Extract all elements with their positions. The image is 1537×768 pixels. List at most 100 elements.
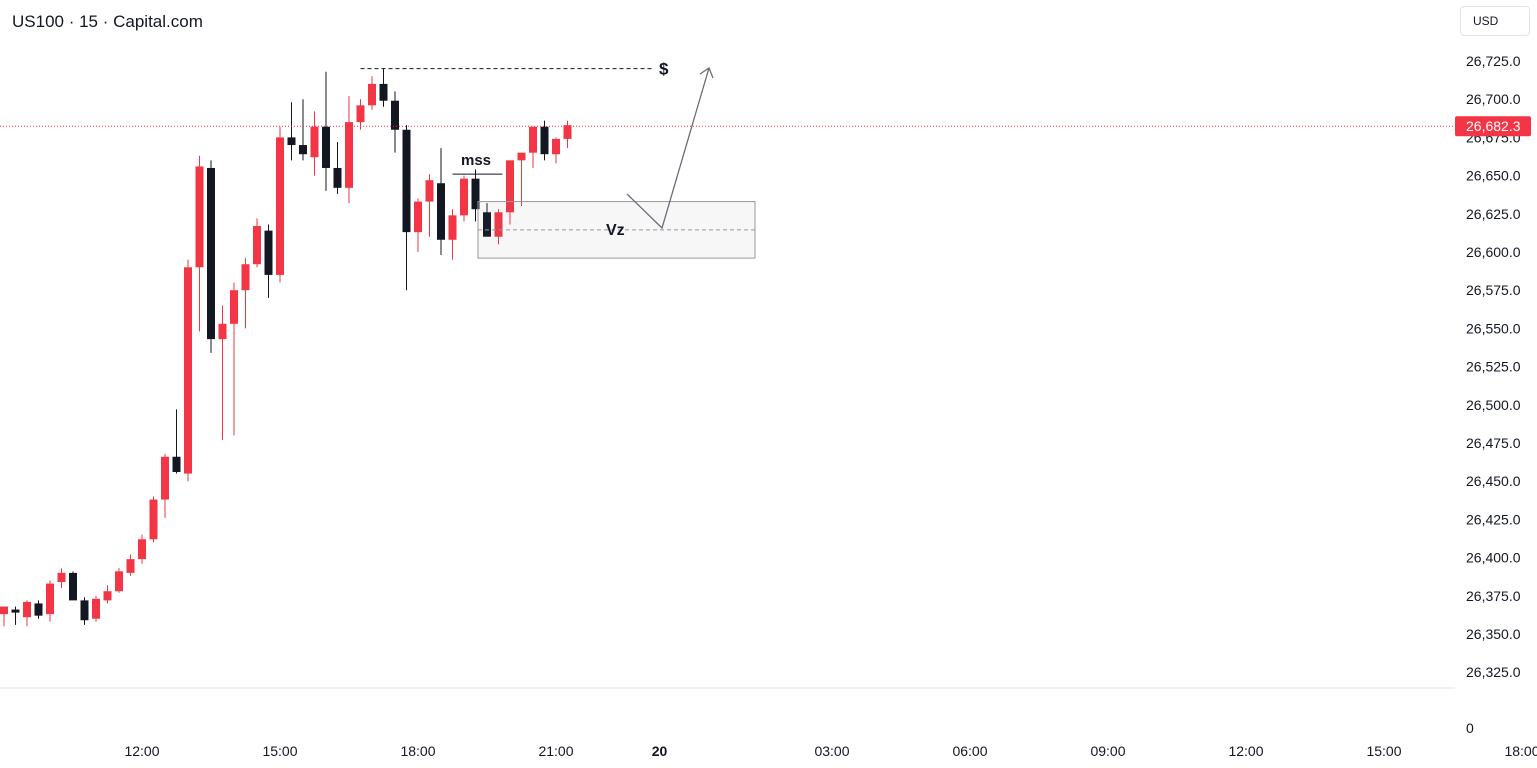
- price-tick-label: 26,475.0: [1466, 435, 1521, 451]
- candle: [402, 125, 411, 291]
- candle-body: [460, 178, 468, 216]
- candle: [414, 198, 422, 252]
- price-axis[interactable]: 26,725.026,700.026,675.026,650.026,625.0…: [1455, 53, 1531, 680]
- candle-body: [207, 167, 215, 340]
- candle-body: [161, 456, 169, 500]
- candle: [264, 224, 273, 298]
- time-tick-label: 06:00: [952, 743, 987, 759]
- candle: [218, 305, 227, 440]
- currency-button[interactable]: USD: [1460, 6, 1530, 36]
- candle-body: [184, 267, 192, 474]
- vz-zone: [477, 201, 756, 259]
- price-tick-label: 26,425.0: [1466, 511, 1521, 527]
- time-tick-label: 03:00: [814, 743, 849, 759]
- candle: [46, 580, 54, 622]
- candle-body: [23, 601, 31, 618]
- candle-body: [287, 137, 296, 146]
- price-tick-label: 26,375.0: [1466, 588, 1521, 604]
- candle: [241, 258, 250, 329]
- candle-body: [218, 323, 227, 340]
- last-price-badge-bg: [1455, 116, 1531, 137]
- candle: [310, 111, 319, 176]
- candle-body: [69, 572, 77, 601]
- candle: [379, 68, 388, 107]
- candle-body: [103, 591, 112, 601]
- candle-body: [368, 83, 376, 106]
- liquidity-label: $: [659, 60, 669, 79]
- candle-body: [552, 138, 560, 155]
- candle: [471, 169, 480, 222]
- candle-body: [506, 160, 514, 213]
- symbol-title: US100 · 15 · Capital.com: [12, 12, 203, 31]
- candle: [103, 585, 112, 604]
- price-tick-label: 26,575.0: [1466, 282, 1521, 298]
- candle-body: [563, 125, 572, 139]
- candle-body: [529, 126, 537, 153]
- candle-body: [264, 230, 273, 275]
- candle: [184, 259, 192, 482]
- price-tick-label: 26,500.0: [1466, 397, 1521, 413]
- candle-body: [471, 178, 480, 210]
- candle: [483, 203, 491, 237]
- candle: [552, 137, 560, 164]
- candle: [563, 120, 572, 149]
- candle: [345, 96, 353, 204]
- candle-body: [0, 606, 8, 615]
- candle: [207, 160, 215, 353]
- candle-body: [138, 539, 146, 560]
- projection-arrowhead: [699, 67, 714, 79]
- candle: [356, 99, 365, 130]
- last-price-label: 26,682.3: [1466, 118, 1521, 134]
- candle-body: [276, 137, 284, 275]
- price-tick-label: 26,625.0: [1466, 206, 1521, 222]
- candle: [391, 91, 399, 153]
- candle-body: [92, 598, 100, 619]
- candle: [333, 141, 342, 194]
- candle: [253, 218, 261, 268]
- price-tick-label: 26,725.0: [1466, 53, 1521, 69]
- price-tick-label: 26,600.0: [1466, 244, 1521, 260]
- candlestick-series: [0, 68, 572, 627]
- candle-body: [230, 290, 238, 324]
- candle: [299, 99, 307, 161]
- candle-body: [540, 126, 549, 155]
- candle: [540, 120, 549, 161]
- candle: [529, 126, 537, 168]
- candle-body: [483, 212, 491, 237]
- candle-body: [448, 215, 457, 240]
- candle-body: [310, 126, 319, 158]
- candle: [276, 126, 284, 283]
- price-tick-label: 26,400.0: [1466, 550, 1521, 566]
- candle-body: [402, 129, 411, 233]
- price-tick-label: 26,550.0: [1466, 320, 1521, 336]
- candle: [230, 282, 238, 436]
- time-tick-label: 15:00: [262, 743, 297, 759]
- candle-body: [57, 572, 66, 583]
- projection-path: [626, 67, 710, 230]
- candle: [57, 568, 66, 589]
- price-tick-label: 26,450.0: [1466, 473, 1521, 489]
- candle-body: [379, 83, 388, 101]
- candle: [149, 496, 158, 543]
- time-tick-label: 21:00: [538, 743, 573, 759]
- arrow-icon: [626, 67, 714, 230]
- candle-body: [391, 100, 399, 130]
- candle-body: [437, 183, 445, 240]
- candle-body: [517, 152, 526, 161]
- time-axis[interactable]: 12:00 15:00 18:00 21:00 20 03:00 06:00 09:00 12:…: [124, 743, 1537, 759]
- time-tick-label: 15:00: [1366, 743, 1401, 759]
- candle: [195, 155, 204, 332]
- candle-body: [80, 600, 89, 621]
- candle: [161, 453, 169, 518]
- vz-label: Vz: [606, 222, 625, 239]
- candle-body: [241, 264, 250, 291]
- time-tick-label: 12:00: [1228, 743, 1263, 759]
- candle-body: [46, 583, 54, 615]
- mss-label: mss: [461, 152, 491, 169]
- price-tick-label: 26,700.0: [1466, 91, 1521, 107]
- candle: [23, 600, 31, 627]
- time-tick-label: 18:00: [400, 743, 435, 759]
- candle-body: [356, 105, 365, 123]
- candle-body: [322, 126, 330, 168]
